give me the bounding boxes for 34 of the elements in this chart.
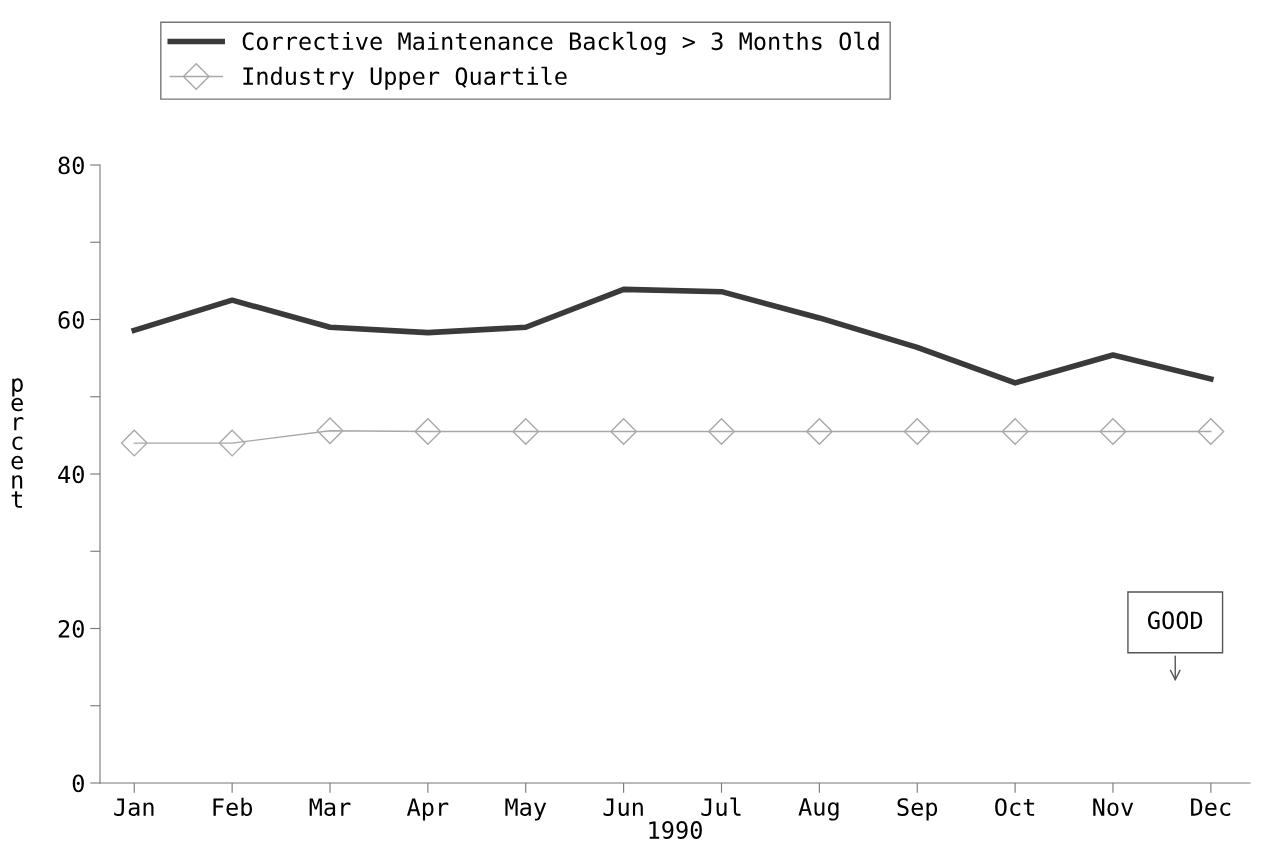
point: [1197, 418, 1225, 445]
point: [218, 429, 246, 457]
y-tick-label: 80: [58, 156, 84, 175]
y-tick-label: 40: [58, 465, 84, 484]
point: [1001, 418, 1029, 445]
point: [512, 418, 540, 445]
point: [805, 418, 833, 445]
x-tick-label: Feb: [213, 797, 253, 816]
y-tick-label: 20: [58, 620, 84, 638]
point: [610, 418, 638, 445]
y-tick-label: 0: [72, 774, 84, 793]
point: [120, 429, 148, 457]
point: [414, 418, 442, 445]
legend-label: Corrective Maintenance Backlog > 3 Months Old: [242, 31, 879, 55]
x-tick-label: May: [505, 798, 547, 821]
x-tick-label: Oct: [995, 798, 1035, 816]
point: [1099, 418, 1127, 445]
point: [903, 418, 931, 445]
x-tick-label: Aug: [798, 798, 839, 821]
x-tick-label: Jun: [603, 798, 643, 816]
x-tick-label: Sep: [897, 798, 938, 821]
x-tick-label: Apr: [406, 798, 449, 821]
annotation: GOOD: [1148, 611, 1203, 630]
x-axis-title: 1990: [649, 821, 702, 839]
x-tick-label: Jul: [701, 797, 741, 816]
y-axis-title: percent: [11, 378, 24, 508]
y-tick-label: 60: [58, 311, 84, 329]
point: [708, 418, 735, 445]
x-tick-label: Mar: [309, 798, 351, 816]
x-tick-label: Dec: [1191, 798, 1231, 816]
x-tick-label: Nov: [1093, 798, 1134, 816]
x-tick-label: Jan: [114, 798, 154, 816]
legend-label: Industry Upper Quartile: [243, 66, 567, 90]
point: [316, 417, 344, 445]
